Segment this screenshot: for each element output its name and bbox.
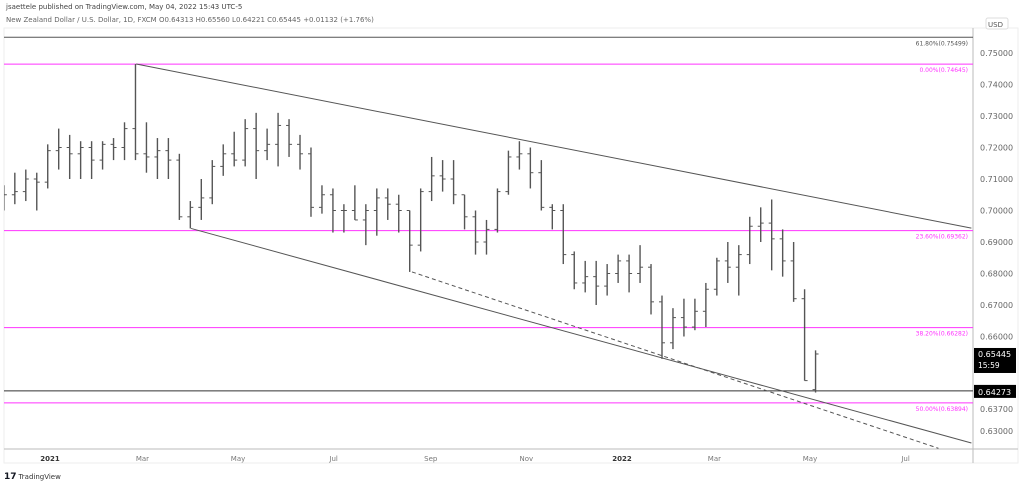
time-tick-label: Mar	[136, 455, 149, 463]
time-tick-label: Mar	[708, 455, 721, 463]
last-price-value: 0.65445	[978, 350, 1011, 359]
price-tick-label: 0.66000	[980, 333, 1013, 342]
time-tick-label: 2022	[612, 455, 632, 463]
time-tick-label: Jul	[328, 455, 338, 463]
publisher-line: jsaettele published on TradingView.com, …	[6, 3, 243, 11]
fib-level-label: 38.20%(0.66282)	[916, 331, 968, 338]
price-tick-label: 0.63000	[980, 427, 1013, 436]
brand-name: TradingView	[18, 473, 61, 481]
price-tick-label: 0.71000	[980, 175, 1013, 184]
time-tick-label: Jul	[900, 455, 910, 463]
dashed-trendline	[411, 271, 939, 449]
price-tick-label: 0.63700	[980, 405, 1013, 414]
chart-frame	[3, 27, 1019, 464]
tradingview-logo-icon: 17	[4, 472, 17, 482]
level-price-value: 0.64273	[978, 388, 1011, 397]
time-tick-label: May	[803, 455, 817, 463]
time-tick-label: Sep	[424, 455, 438, 463]
trendline	[190, 227, 972, 444]
price-tick-label: 0.74000	[980, 81, 1013, 90]
last-price-badge	[974, 347, 1016, 373]
time-tick-label: Nov	[520, 455, 534, 463]
fib-level-label: 23.60%(0.69362)	[916, 234, 968, 241]
symbol-legend: New Zealand Dollar / U.S. Dollar, 1D, FX…	[6, 16, 374, 24]
price-tick-label: 0.69000	[980, 238, 1013, 247]
footer-brand: 17 TradingView	[4, 472, 61, 482]
fib-level-label: 61.80%(0.75499)	[916, 40, 968, 47]
price-tick-label: 0.72000	[980, 144, 1013, 153]
time-tick-label: May	[231, 455, 245, 463]
plot-area	[4, 36, 973, 449]
price-tick-label: 0.67000	[980, 301, 1013, 310]
bar-countdown: 15:59	[978, 361, 1000, 370]
fib-level-label: 50.00%(0.63894)	[916, 406, 968, 413]
price-chart[interactable]: 61.80%(0.75499) 0.00%(0.74645) 23.60%(0.69…	[0, 0, 1024, 470]
time-tick-label: 2021	[40, 455, 60, 463]
price-tick-label: 0.68000	[980, 270, 1013, 279]
price-tick-label: 0.73000	[980, 112, 1013, 121]
price-tick-label: 0.75000	[980, 49, 1013, 58]
level-price-badge	[974, 384, 1016, 398]
fib-level-label: 0.00%(0.74645)	[919, 67, 968, 74]
trendline	[136, 63, 972, 229]
price-tick-label: 0.70000	[980, 207, 1013, 216]
currency-label: USD	[988, 21, 1003, 29]
currency-button[interactable]	[985, 17, 1009, 30]
